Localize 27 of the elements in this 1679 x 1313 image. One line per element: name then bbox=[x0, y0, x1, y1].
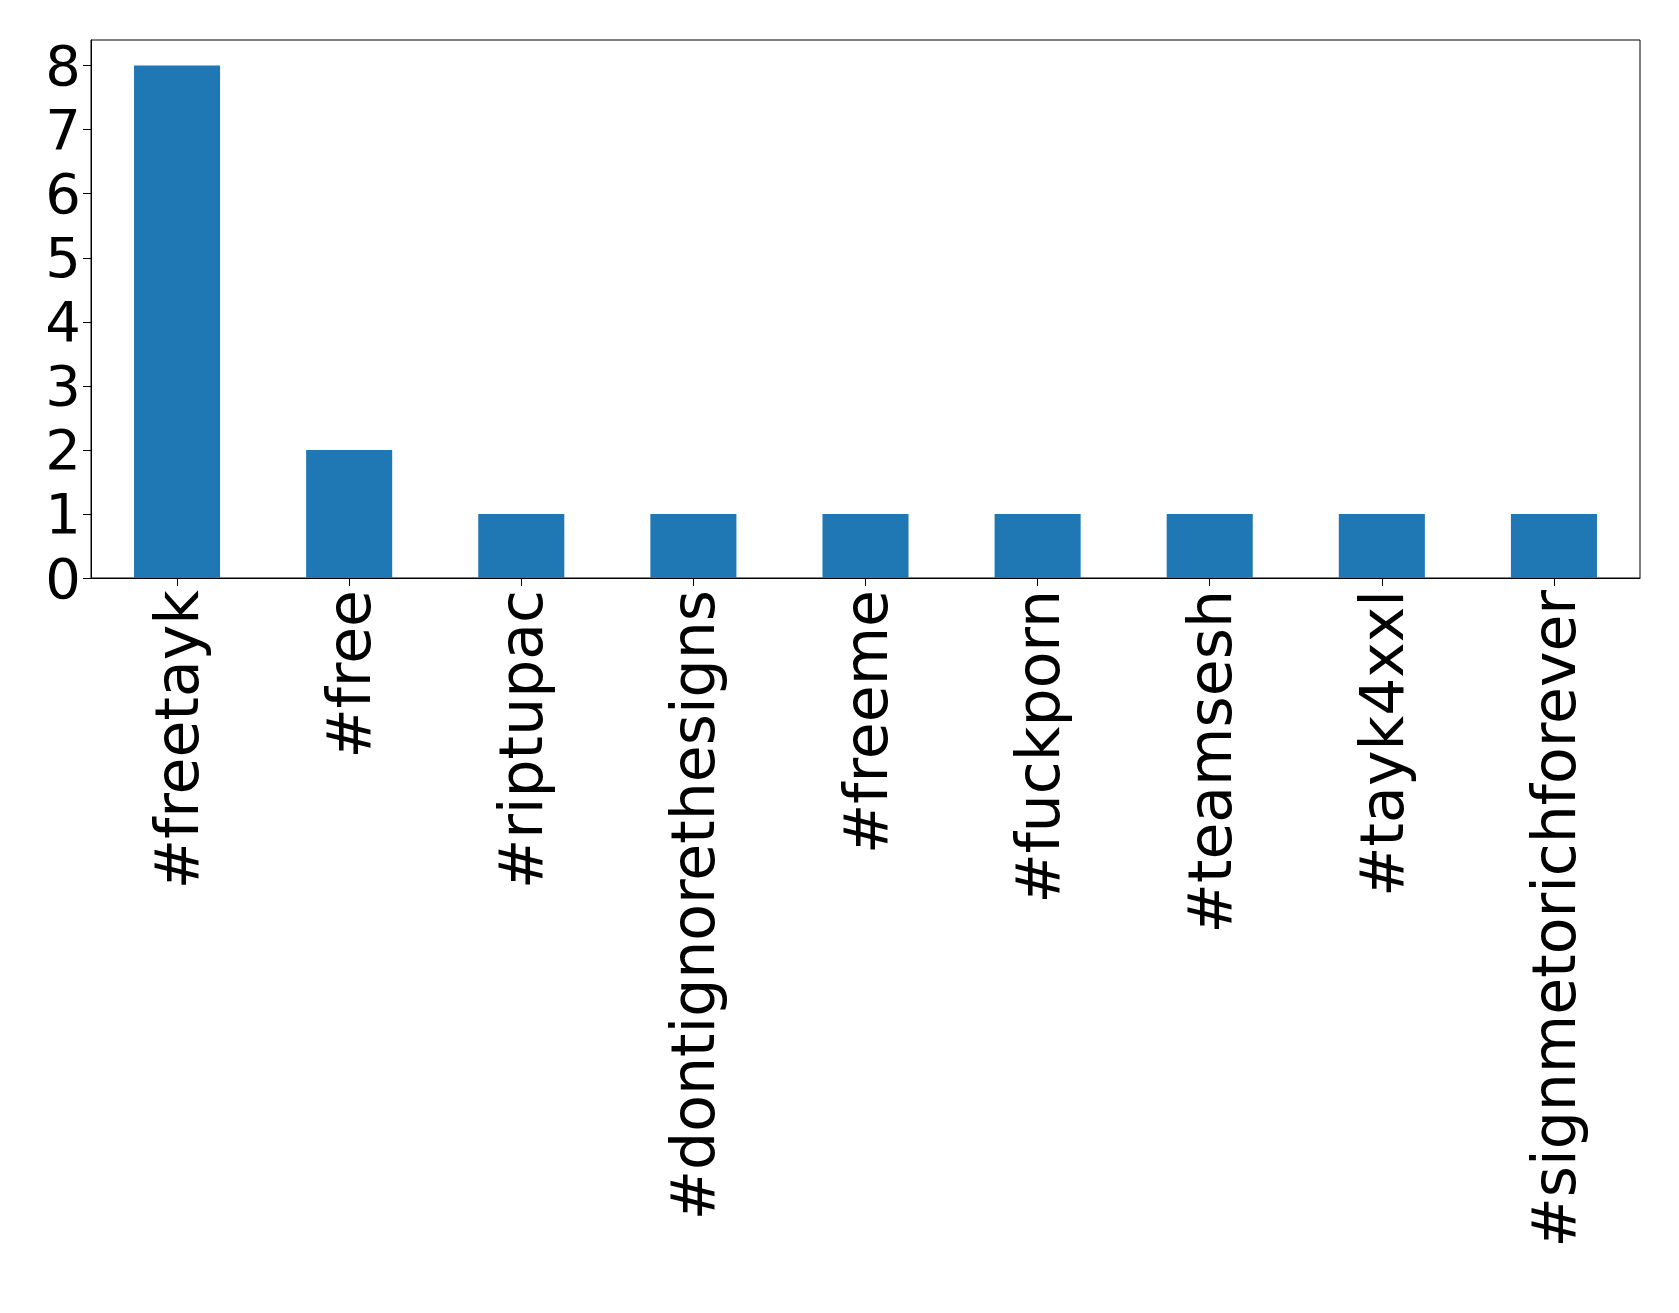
bar bbox=[1510, 513, 1597, 578]
bar bbox=[1166, 513, 1253, 578]
bar bbox=[478, 513, 565, 578]
bar bbox=[994, 513, 1081, 578]
bar bbox=[306, 449, 393, 578]
y-tick-label: 0 bbox=[45, 545, 81, 611]
x-tick-label: #free bbox=[314, 590, 385, 759]
y-tick-label: 7 bbox=[45, 97, 81, 163]
x-tick-label: #fuckporn bbox=[1002, 590, 1073, 904]
x-tick-label: #teamsesh bbox=[1174, 590, 1245, 934]
x-tick-label: #signmetorichforever bbox=[1518, 589, 1589, 1248]
bar bbox=[822, 513, 909, 578]
y-tick-label: 1 bbox=[45, 481, 81, 547]
y-tick-label: 2 bbox=[45, 417, 81, 483]
x-tick-label: #dontignorethesigns bbox=[658, 590, 729, 1221]
y-tick-label: 4 bbox=[45, 289, 81, 355]
y-tick-label: 5 bbox=[45, 225, 81, 291]
x-tick-label: #freeme bbox=[830, 590, 901, 854]
x-tick-label: #tayk4xxl bbox=[1346, 590, 1417, 897]
bar bbox=[1338, 513, 1425, 578]
y-tick-label: 6 bbox=[45, 161, 81, 227]
x-tick-label: #riptupac bbox=[486, 590, 557, 890]
bar bbox=[650, 513, 737, 578]
y-tick-label: 3 bbox=[45, 353, 81, 419]
x-tick-label: #freetayk bbox=[142, 589, 213, 890]
bar bbox=[134, 65, 221, 578]
y-tick-label: 8 bbox=[45, 33, 81, 99]
